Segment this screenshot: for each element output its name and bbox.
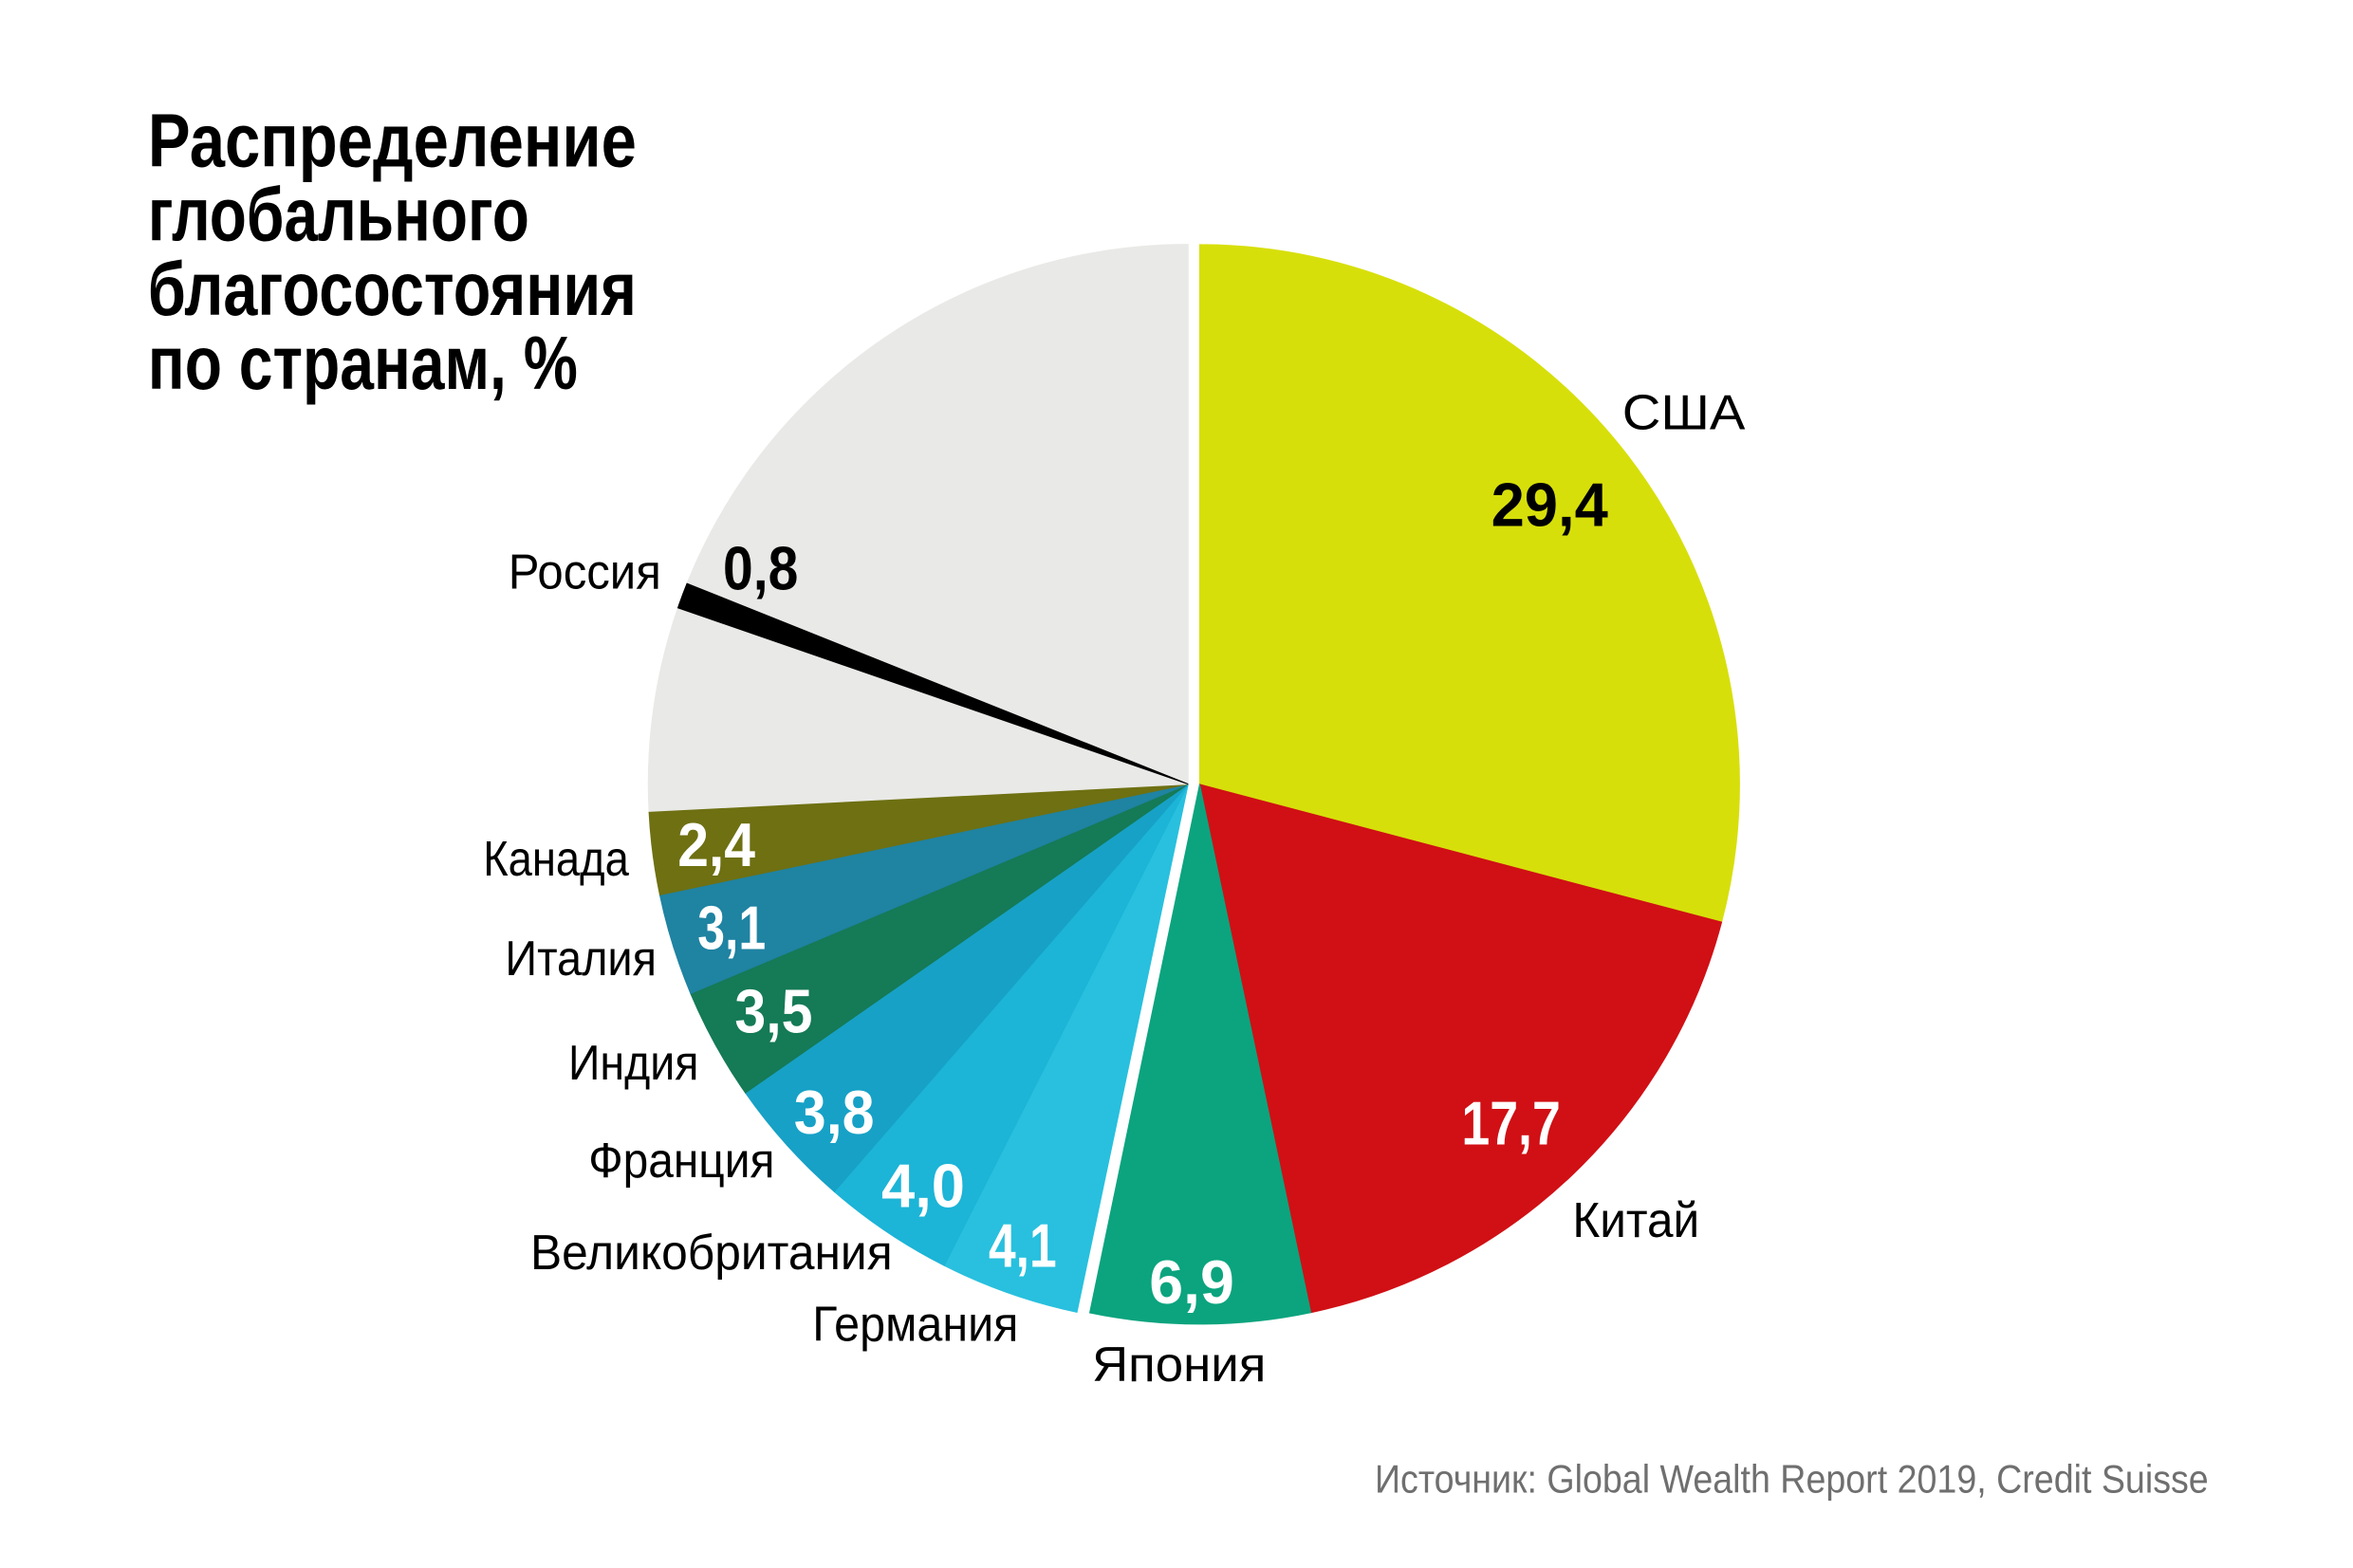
svg-text:3,1: 3,1 — [697, 893, 766, 962]
svg-text:Италия: Италия — [505, 932, 657, 987]
svg-text:4,0: 4,0 — [881, 1151, 965, 1220]
svg-text:Распределение: Распределение — [148, 99, 637, 183]
svg-text:Источник: Global Wealth Report: Источник: Global Wealth Report 2019, Cre… — [1375, 1457, 2209, 1502]
svg-text:2,4: 2,4 — [677, 810, 755, 879]
svg-text:Германия: Германия — [812, 1298, 1018, 1353]
svg-text:3,5: 3,5 — [734, 977, 812, 1046]
svg-text:Россия: Россия — [509, 545, 661, 600]
svg-text:29,4: 29,4 — [1491, 470, 1608, 540]
svg-text:0,8: 0,8 — [723, 533, 798, 602]
svg-text:Великобритания: Великобритания — [530, 1226, 893, 1281]
svg-text:4,1: 4,1 — [989, 1210, 1057, 1280]
svg-text:глобального: глобального — [148, 173, 529, 257]
svg-text:Франция: Франция — [588, 1134, 774, 1189]
svg-text:США: США — [1622, 385, 1746, 440]
svg-text:Китай: Китай — [1572, 1193, 1699, 1248]
svg-text:благосостояния: благосостояния — [148, 247, 637, 331]
svg-text:6,9: 6,9 — [1149, 1247, 1234, 1317]
svg-text:17,7: 17,7 — [1461, 1089, 1560, 1158]
svg-text:Канада: Канада — [483, 832, 629, 887]
svg-text:Индия: Индия — [568, 1036, 698, 1091]
svg-text:3,8: 3,8 — [794, 1078, 875, 1147]
svg-text:по странам, %: по странам, % — [148, 321, 578, 405]
svg-text:Япония: Япония — [1092, 1337, 1266, 1393]
